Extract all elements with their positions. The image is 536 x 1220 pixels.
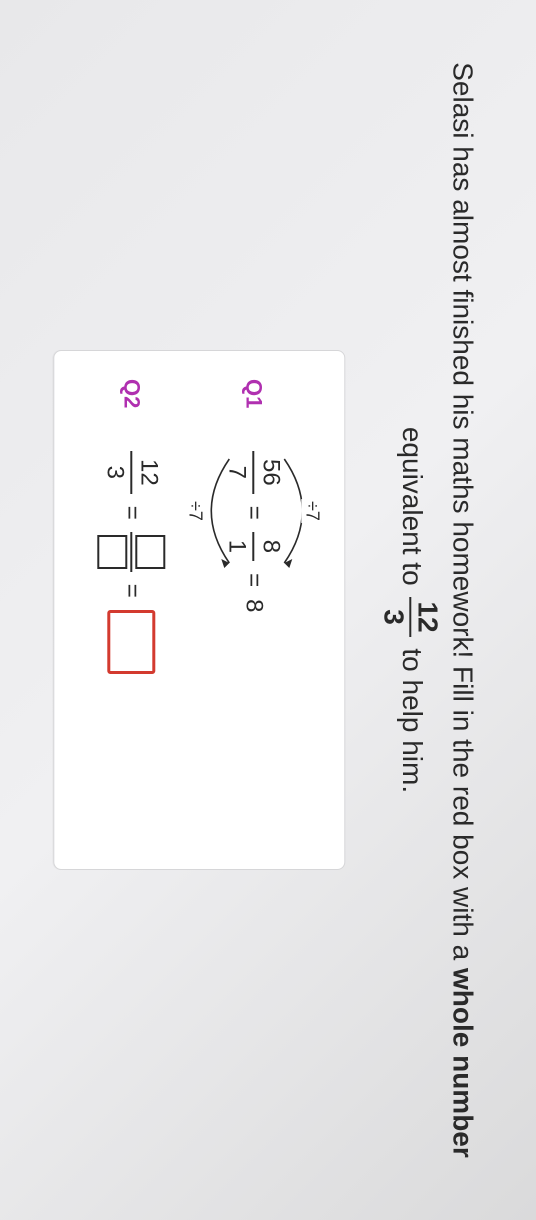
q1-arc-bottom-label: ÷7 — [185, 499, 206, 523]
q1-fraction-2: 8 1 — [225, 532, 283, 561]
prompt-suffix: to help him. — [397, 648, 428, 793]
prompt-fraction: 12 3 — [380, 597, 442, 636]
q2-answer-box[interactable] — [108, 610, 156, 674]
prompt-mid: equivalent to — [397, 427, 428, 594]
q2-f1-den: 3 — [103, 466, 131, 479]
question-prompt: Selasi has almost finished his maths hom… — [380, 35, 483, 1185]
q2-f1-num: 12 — [131, 451, 161, 494]
q2-label: Q2 — [119, 379, 145, 425]
q1-equals-1: = — [240, 506, 268, 520]
q2-equals-2: = — [118, 584, 146, 598]
q2-fraction-1: 12 3 — [103, 451, 161, 494]
q1-f1-den: 7 — [225, 466, 253, 479]
prompt-fraction-num: 12 — [410, 597, 442, 636]
q2-equals-1: = — [118, 506, 146, 520]
homework-card: Q1 ÷7 56 7 = 8 — [54, 350, 346, 870]
q2-box-num[interactable] — [136, 535, 166, 569]
q1-label: Q1 — [241, 379, 267, 425]
q2-equation: 12 3 = = — [95, 451, 169, 674]
q1-row: Q1 ÷7 56 7 = 8 — [225, 379, 283, 841]
q2-box-fraction — [95, 532, 169, 572]
prompt-bold: whole number — [447, 968, 478, 1158]
prompt-fraction-den: 3 — [380, 609, 410, 625]
q1-arc-top-label: ÷7 — [302, 499, 323, 523]
q1-f2-den: 1 — [225, 540, 253, 553]
q1-fraction-1: 56 7 — [225, 451, 283, 494]
q1-equation: ÷7 56 7 = 8 1 = 8 — [225, 451, 283, 612]
q1-whole: 8 — [240, 599, 268, 612]
q1-equals-2: = — [240, 573, 268, 587]
prompt-prefix: Selasi has almost finished his maths hom… — [447, 62, 478, 968]
q1-f2-num: 8 — [253, 532, 283, 561]
q2-box-den[interactable] — [98, 535, 128, 569]
q2-row: Q2 12 3 = = — [95, 379, 169, 841]
q1-f1-num: 56 — [253, 451, 283, 494]
q2-box-line — [131, 532, 133, 572]
